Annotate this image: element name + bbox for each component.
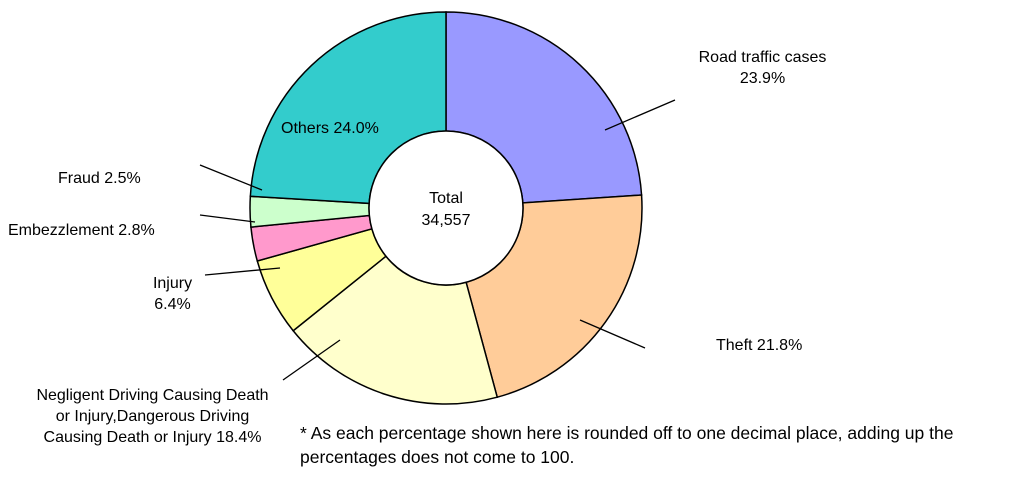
leader-line xyxy=(199,164,263,191)
leader-line xyxy=(604,99,676,131)
value-label: 2.8% xyxy=(118,222,155,239)
value-label: 21.8% xyxy=(756,337,803,354)
slice-label: Road traffic cases 23.9% xyxy=(655,47,870,89)
leader-line xyxy=(204,267,281,276)
leader-line xyxy=(579,319,646,349)
value-label: 2.5% xyxy=(104,170,141,187)
category-label: Theft xyxy=(716,337,753,354)
value-label: 6.4% xyxy=(154,296,191,313)
category-label: Fraud xyxy=(58,170,100,187)
category-label: Embezzlement xyxy=(8,222,114,239)
footnote: * As each percentage shown here is round… xyxy=(300,423,954,467)
slice-label: Others 24.0% xyxy=(281,118,421,139)
slice-label: Theft 21.8% xyxy=(716,335,846,356)
value-label: 23.9% xyxy=(739,70,786,87)
value-label: 24.0% xyxy=(333,120,379,137)
slice-label: Embezzlement 2.8% xyxy=(8,220,208,241)
category-label: Road traffic cases xyxy=(698,49,827,66)
slice-label: Injury 6.4% xyxy=(125,273,220,315)
category-label: Others xyxy=(281,120,330,137)
slice-label: Fraud 2.5% xyxy=(58,168,178,189)
center-title: Total xyxy=(429,190,463,207)
center-label: Total 34,557 xyxy=(386,188,506,232)
hole xyxy=(368,130,524,286)
category-label: Injury xyxy=(152,275,193,292)
slice-label: Negligent Driving Causing Death or Injur… xyxy=(30,385,275,448)
total: 34,557 xyxy=(421,212,471,229)
value-label: 18.4% xyxy=(216,429,262,446)
leader-line xyxy=(199,214,256,223)
category-label: Negligent Driving Causing Death or Injur… xyxy=(36,387,269,446)
leader-line xyxy=(282,339,341,381)
